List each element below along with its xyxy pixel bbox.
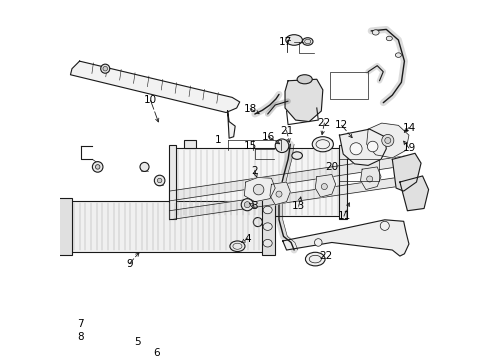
Bar	[330, 72, 368, 99]
Text: 21: 21	[280, 126, 293, 136]
Text: 7: 7	[77, 319, 84, 329]
Circle shape	[154, 175, 165, 186]
Ellipse shape	[297, 75, 312, 84]
Text: 2: 2	[251, 166, 258, 176]
Bar	[58, 198, 72, 255]
Polygon shape	[315, 175, 336, 197]
Circle shape	[244, 202, 250, 208]
Circle shape	[382, 134, 394, 147]
Text: 15: 15	[244, 141, 257, 151]
Polygon shape	[367, 123, 409, 158]
Circle shape	[367, 176, 373, 182]
Bar	[340, 145, 347, 219]
Circle shape	[93, 162, 103, 172]
Text: 22: 22	[319, 251, 333, 261]
Text: 13: 13	[292, 201, 305, 211]
Circle shape	[253, 217, 262, 226]
Circle shape	[253, 184, 264, 195]
Ellipse shape	[292, 152, 302, 159]
Text: 11: 11	[337, 211, 351, 221]
Polygon shape	[400, 176, 429, 211]
Circle shape	[276, 191, 282, 197]
Bar	[262, 198, 275, 255]
Circle shape	[321, 184, 327, 190]
Text: 19: 19	[402, 143, 416, 153]
Text: 9: 9	[126, 258, 133, 269]
Circle shape	[385, 138, 391, 144]
Text: 18: 18	[244, 104, 257, 114]
Ellipse shape	[263, 206, 272, 214]
Ellipse shape	[395, 53, 401, 57]
Circle shape	[241, 199, 253, 211]
Ellipse shape	[312, 137, 333, 152]
Polygon shape	[392, 153, 421, 191]
Ellipse shape	[372, 30, 379, 35]
Bar	[169, 145, 176, 219]
Text: 17: 17	[278, 37, 292, 47]
Text: 12: 12	[335, 120, 348, 130]
Bar	[184, 140, 196, 148]
Polygon shape	[170, 156, 408, 201]
Text: 5: 5	[134, 337, 141, 347]
Text: 20: 20	[325, 162, 339, 172]
Ellipse shape	[305, 252, 325, 266]
Polygon shape	[285, 79, 323, 122]
Text: 6: 6	[153, 348, 160, 358]
Text: 4: 4	[244, 234, 250, 244]
Ellipse shape	[230, 241, 245, 252]
Polygon shape	[270, 182, 291, 205]
Text: 14: 14	[402, 123, 416, 132]
Circle shape	[96, 165, 100, 169]
Bar	[71, 201, 263, 252]
Ellipse shape	[286, 35, 302, 45]
Text: 8: 8	[77, 332, 84, 342]
Circle shape	[315, 239, 322, 246]
Text: 22: 22	[318, 118, 331, 128]
Text: 1: 1	[215, 135, 222, 145]
Polygon shape	[170, 176, 408, 220]
Polygon shape	[361, 167, 381, 190]
Ellipse shape	[386, 36, 392, 41]
Circle shape	[368, 141, 378, 152]
Circle shape	[275, 139, 289, 153]
Ellipse shape	[263, 239, 272, 247]
Polygon shape	[283, 220, 409, 256]
Bar	[175, 148, 341, 216]
Ellipse shape	[302, 38, 313, 45]
Circle shape	[157, 178, 162, 183]
Bar	[320, 140, 332, 148]
Circle shape	[100, 64, 110, 73]
Ellipse shape	[263, 223, 272, 230]
Circle shape	[103, 67, 107, 71]
Polygon shape	[244, 177, 275, 202]
Circle shape	[350, 143, 362, 155]
Polygon shape	[71, 61, 240, 113]
Text: 16: 16	[262, 132, 275, 142]
Polygon shape	[340, 129, 386, 165]
Text: 3: 3	[251, 201, 257, 211]
Circle shape	[380, 221, 390, 230]
Polygon shape	[228, 111, 235, 138]
Text: 10: 10	[144, 95, 157, 105]
Circle shape	[140, 162, 149, 171]
